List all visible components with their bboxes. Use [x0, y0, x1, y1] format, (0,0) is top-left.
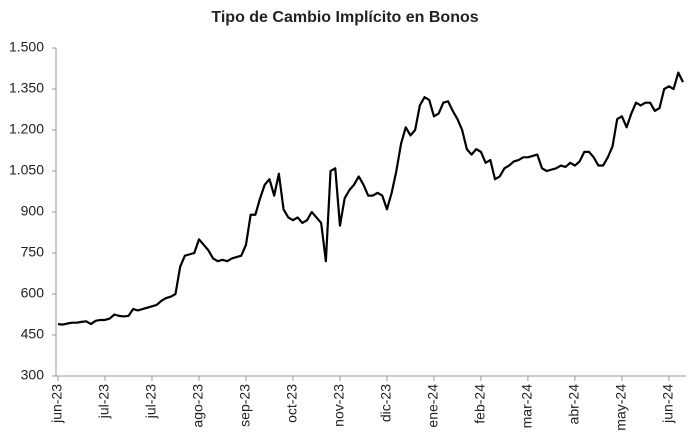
- x-tick-label: jul-23: [96, 384, 112, 419]
- x-tick-label: ene-24: [425, 384, 441, 428]
- y-tick-label: 900: [21, 203, 45, 219]
- y-tick-label: 750: [21, 244, 45, 260]
- y-tick-label: 1.500: [9, 39, 44, 55]
- x-tick-label: sep-23: [237, 384, 253, 427]
- x-tick-label: oct-23: [284, 384, 300, 423]
- x-tick-label: abr-24: [566, 384, 582, 425]
- x-tick-label: dic-23: [378, 384, 394, 422]
- y-tick-label: 1.350: [9, 80, 44, 96]
- y-tick-label: 450: [21, 326, 45, 342]
- x-tick-label: nov-23: [331, 384, 347, 427]
- y-tick-label: 600: [21, 285, 45, 301]
- line-series: [57, 71, 684, 326]
- x-tick-label: feb-24: [472, 384, 488, 424]
- x-tick-label: jun-23: [49, 384, 65, 424]
- chart-title: Tipo de Cambio Implícito en Bonos: [211, 9, 478, 26]
- x-tick-label: jun-24: [660, 384, 676, 424]
- x-tick-label: ago-23: [190, 384, 206, 428]
- x-tick-label: mar-24: [519, 384, 535, 429]
- y-tick-label: 1.200: [9, 121, 44, 137]
- x-tick-label: jul-23: [143, 384, 159, 419]
- y-tick-label: 300: [21, 367, 45, 383]
- x-tick-label: may-24: [613, 384, 629, 431]
- y-tick-label: 1.050: [9, 162, 44, 178]
